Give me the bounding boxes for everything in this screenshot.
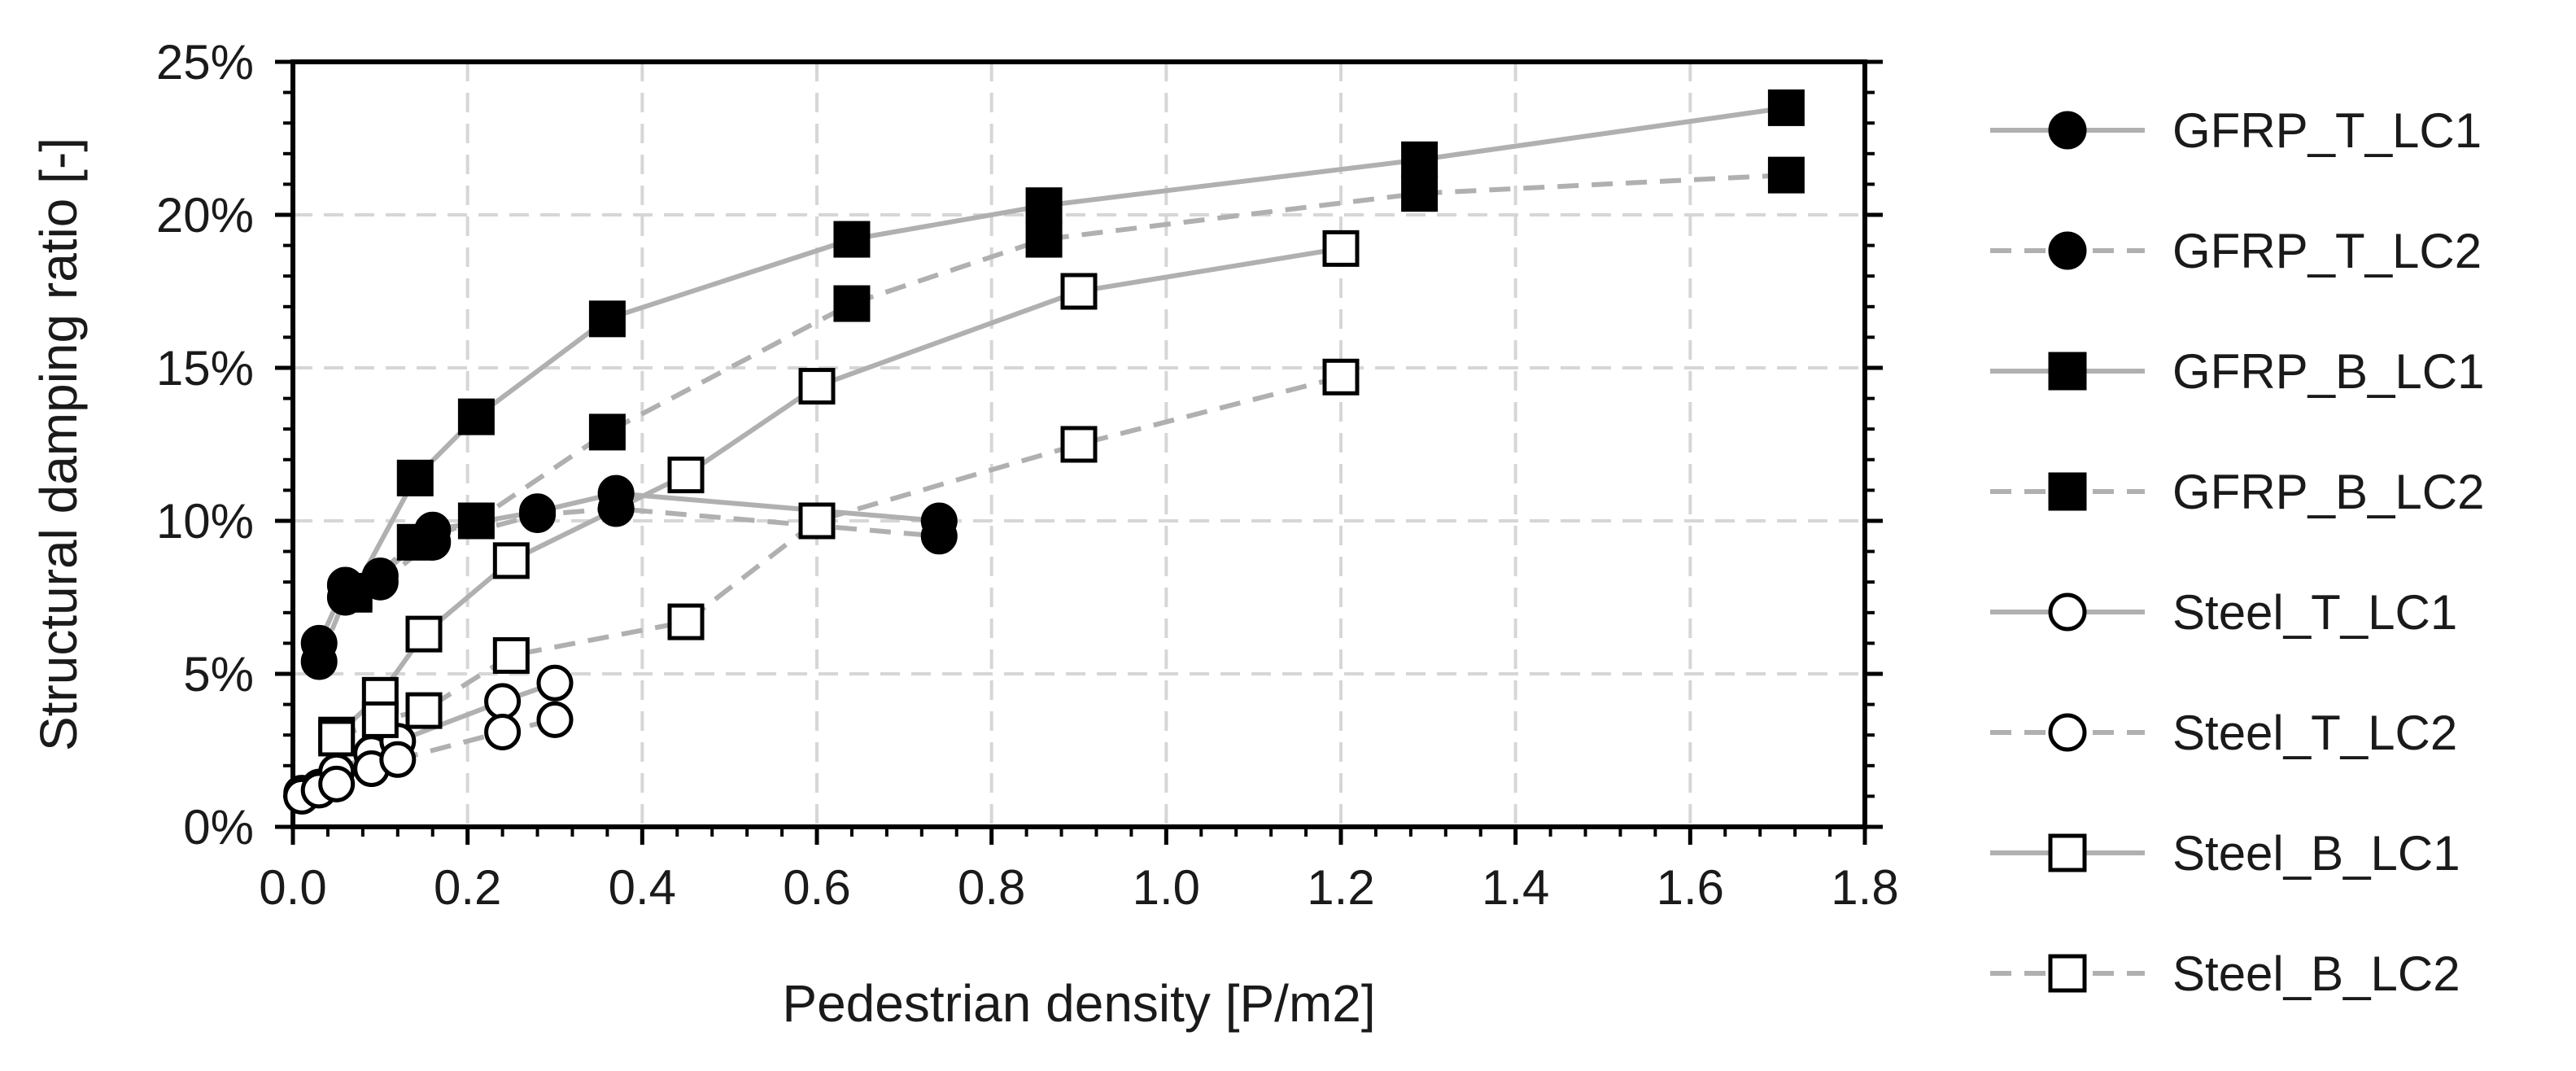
- legend-marker: [2048, 833, 2087, 872]
- data-point: [1025, 187, 1063, 225]
- series-line-GFRP_B_LC2: [352, 173, 1787, 597]
- data-point: [588, 413, 626, 451]
- y-tick-label: 20%: [156, 188, 254, 243]
- data-point: [396, 523, 434, 561]
- legend-label: GFRP_T_LC1: [2172, 103, 2482, 158]
- legend-item: Steel_B_LC1: [1990, 826, 2460, 881]
- x-tick-labels: 0.0 0.2 0.4 0.6 0.8 1.0 1.2 1.4 1.6 1.8: [259, 860, 1898, 915]
- data-point: [920, 518, 958, 555]
- x-tick-label: 1.8: [1831, 860, 1898, 915]
- data-point: [1060, 426, 1098, 463]
- x-tick-label: 0.6: [783, 860, 850, 915]
- legend-marker: [2048, 352, 2087, 391]
- y-axis-title: Structural damping ratio [-]: [29, 138, 88, 751]
- data-series: [283, 89, 1805, 815]
- data-point: [833, 221, 871, 258]
- data-point: [484, 683, 522, 720]
- data-point: [405, 615, 443, 653]
- data-point: [396, 459, 434, 496]
- data-point: [597, 490, 635, 527]
- data-point: [536, 701, 574, 738]
- legend-item: GFRP_B_LC1: [1990, 344, 2485, 399]
- data-point: [361, 701, 399, 738]
- data-point: [519, 496, 557, 533]
- legend: GFRP_T_LC1 GFRP_T_LC2 GFRP_B_LC1 GFRP_B_LC2…: [1990, 103, 2485, 1001]
- data-point: [484, 713, 522, 750]
- legend-item: Steel_B_LC2: [1990, 946, 2460, 1001]
- data-point: [335, 575, 373, 613]
- data-point: [1767, 156, 1805, 194]
- series-points-Steel_T_LC2: [283, 701, 574, 815]
- data-point: [1401, 141, 1439, 178]
- data-point: [833, 285, 871, 322]
- data-point: [492, 636, 530, 674]
- grid-lines: [293, 62, 1865, 827]
- y-tick-label: 5%: [183, 647, 254, 702]
- data-point: [1767, 89, 1805, 126]
- legend-marker: [2048, 592, 2087, 632]
- legend-marker: [2048, 111, 2087, 150]
- legend-item: GFRP_T_LC2: [1990, 224, 2482, 278]
- series-line-GFRP_B_LC1: [351, 105, 1787, 592]
- y-tick-label: 0%: [183, 800, 254, 855]
- y-tick-label: 15%: [156, 341, 254, 396]
- legend-marker: [2048, 472, 2087, 511]
- legend-label: Steel_T_LC2: [2172, 706, 2457, 760]
- data-point: [588, 300, 626, 338]
- y-tick-label: 25%: [156, 35, 254, 90]
- data-point: [379, 741, 417, 778]
- data-point: [798, 368, 836, 405]
- x-tick-label: 1.6: [1657, 860, 1724, 915]
- data-point: [1025, 221, 1063, 258]
- data-point: [667, 603, 705, 640]
- y-tick-label: 10%: [156, 494, 254, 549]
- data-point: [405, 692, 443, 729]
- legend-marker: [2048, 713, 2087, 752]
- plot-frame: [290, 59, 1867, 829]
- legend-label: GFRP_T_LC2: [2172, 224, 2482, 278]
- legend-label: GFRP_B_LC1: [2172, 344, 2485, 399]
- data-point: [457, 398, 495, 435]
- x-tick-label: 1.2: [1307, 860, 1374, 915]
- data-point: [492, 542, 530, 579]
- legend-label: GFRP_B_LC2: [2172, 465, 2485, 519]
- legend-marker: [2048, 231, 2087, 270]
- legend-item: GFRP_T_LC1: [1990, 103, 2482, 158]
- series-points-GFRP_B_LC1: [335, 89, 1805, 610]
- data-point: [1401, 175, 1439, 212]
- x-tick-label: 1.0: [1133, 860, 1200, 915]
- data-point: [1060, 273, 1098, 310]
- data-point: [798, 502, 836, 540]
- x-tick-label: 1.4: [1482, 860, 1549, 915]
- legend-marker: [2048, 954, 2087, 993]
- legend-label: Steel_T_LC1: [2172, 585, 2457, 640]
- data-point: [1322, 358, 1360, 396]
- x-tick-label: 0.0: [259, 860, 326, 915]
- axes: [275, 59, 1883, 845]
- x-tick-label: 0.2: [434, 860, 501, 915]
- series-points-GFRP_B_LC2: [335, 156, 1805, 613]
- data-point: [1322, 230, 1360, 267]
- data-point: [318, 719, 356, 757]
- data-point: [318, 765, 356, 802]
- x-tick-label: 0.8: [958, 860, 1025, 915]
- data-point: [667, 457, 705, 494]
- data-point: [536, 664, 574, 702]
- legend-item: Steel_T_LC1: [1990, 585, 2457, 640]
- legend-label: Steel_B_LC1: [2172, 826, 2460, 881]
- data-point: [457, 502, 495, 540]
- legend-item: Steel_T_LC2: [1990, 706, 2457, 760]
- series-points-Steel_B_LC2: [318, 358, 1360, 757]
- x-axis-title: Pedestrian density [P/m2]: [782, 974, 1375, 1033]
- series-markers: [283, 89, 1805, 815]
- data-point: [300, 643, 338, 680]
- y-tick-labels: 0% 5% 10% 15% 20% 25%: [156, 35, 254, 855]
- legend-item: GFRP_B_LC2: [1990, 465, 2485, 519]
- legend-label: Steel_B_LC2: [2172, 946, 2460, 1001]
- x-tick-label: 0.4: [609, 860, 676, 915]
